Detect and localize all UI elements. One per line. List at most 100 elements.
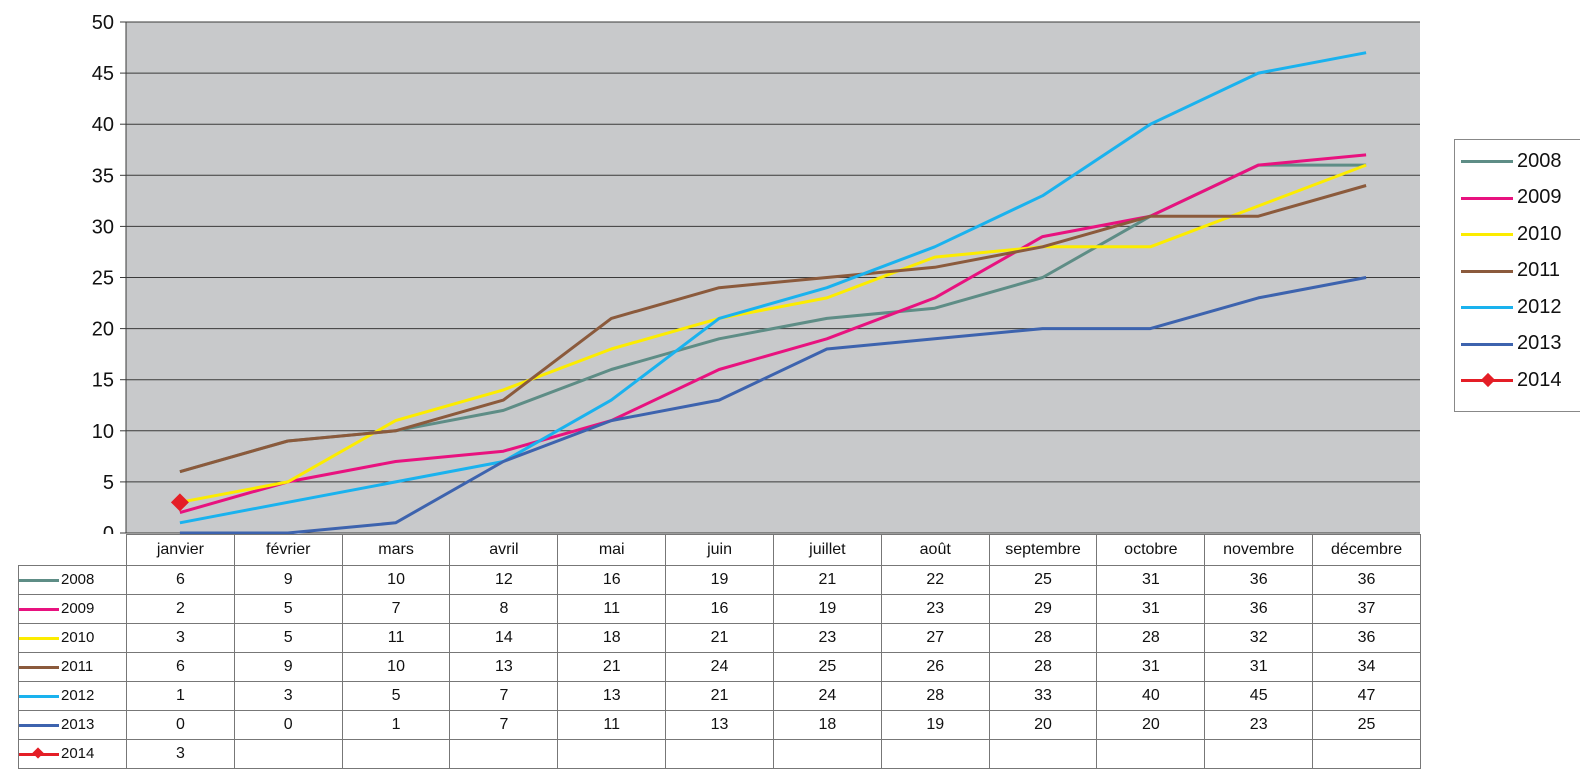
y-tick-label: 10 xyxy=(92,421,114,443)
data-label xyxy=(1204,739,1314,769)
legend-label: 2008 xyxy=(1517,149,1562,172)
data-label: 5 xyxy=(341,681,451,711)
legend-label: 2013 xyxy=(1517,332,1562,354)
x-tick-label: janvier xyxy=(126,534,235,566)
data-label: 11 xyxy=(557,594,667,624)
data-label: 31 xyxy=(1096,594,1206,624)
data-label: 36 xyxy=(1204,594,1314,624)
data-label: 31 xyxy=(1096,652,1206,682)
table-series-label: 2010 xyxy=(18,623,127,653)
data-label: 7 xyxy=(449,710,559,740)
data-label: 10 xyxy=(341,652,451,682)
legend-item-2008: 2008 xyxy=(1461,150,1562,172)
data-label: 36 xyxy=(1204,565,1314,595)
data-label: 28 xyxy=(988,652,1098,682)
data-label: 36 xyxy=(1312,565,1421,595)
table-row: 2010 3 5 11 14 18 21 23 27 28 28 32 36 xyxy=(18,623,1421,653)
data-label: 9 xyxy=(233,565,343,595)
data-label xyxy=(988,739,1098,769)
x-tick-label: juin xyxy=(665,534,774,566)
data-label xyxy=(880,739,990,769)
data-label: 3 xyxy=(126,623,235,653)
table-row: 2011 6 9 10 13 21 24 25 26 28 31 31 34 xyxy=(18,652,1421,682)
data-label: 13 xyxy=(665,710,774,740)
y-tick-label: 50 xyxy=(92,12,114,34)
y-tick-label: 30 xyxy=(92,216,114,238)
data-label: 14 xyxy=(449,623,559,653)
data-label: 5 xyxy=(233,623,343,653)
data-label: 21 xyxy=(772,565,882,595)
data-label: 16 xyxy=(557,565,667,595)
data-label: 10 xyxy=(341,565,451,595)
data-label: 37 xyxy=(1312,594,1421,624)
data-label: 9 xyxy=(233,652,343,682)
data-label: 45 xyxy=(1204,681,1314,711)
y-tick-label: 0 xyxy=(103,523,114,534)
data-label: 0 xyxy=(126,710,235,740)
legend-label: 2010 xyxy=(1517,222,1562,245)
data-label: 7 xyxy=(449,681,559,711)
data-label: 1 xyxy=(341,710,451,740)
data-label: 20 xyxy=(988,710,1098,740)
data-label: 31 xyxy=(1096,565,1206,595)
table-legend-swatch xyxy=(19,604,59,614)
table-legend-swatch xyxy=(19,662,59,672)
table-legend-swatch xyxy=(19,633,59,643)
data-label: 29 xyxy=(988,594,1098,624)
data-label: 21 xyxy=(665,623,774,653)
x-tick-label: février xyxy=(233,534,343,566)
table-legend-swatch xyxy=(19,691,59,701)
legend-item-2013: 2013 xyxy=(1461,332,1562,355)
legend-label: 2011 xyxy=(1517,259,1561,281)
data-label: 21 xyxy=(557,652,667,682)
y-tick-label: 35 xyxy=(92,165,114,187)
data-label: 1 xyxy=(126,681,235,711)
table-row: 2013 0 0 1 7 11 13 18 19 20 20 23 25 xyxy=(18,710,1421,740)
data-label: 27 xyxy=(880,623,990,653)
legend-item-2011: 2011 xyxy=(1461,259,1561,282)
y-tick-label: 45 xyxy=(92,63,114,85)
y-tick-label: 40 xyxy=(92,114,114,136)
data-label: 11 xyxy=(341,623,451,653)
gridlines xyxy=(126,21,1420,534)
line-chart: 0 5 10 15 20 25 30 35 40 45 50 xyxy=(92,12,1420,534)
data-label: 3 xyxy=(126,739,235,769)
legend-swatch xyxy=(1461,296,1515,318)
table-series-label: 2009 xyxy=(18,594,127,624)
data-label: 40 xyxy=(1096,681,1206,711)
data-label: 0 xyxy=(233,710,343,740)
data-label: 18 xyxy=(557,623,667,653)
series-line-2013 xyxy=(179,276,1367,534)
y-tick-label: 5 xyxy=(103,472,114,494)
data-label xyxy=(341,739,451,769)
table-series-label: 2011 xyxy=(18,652,127,682)
data-label: 13 xyxy=(449,652,559,682)
legend-swatch xyxy=(1461,333,1515,355)
data-label: 13 xyxy=(557,681,667,711)
data-label: 28 xyxy=(988,623,1098,653)
x-tick-label: avril xyxy=(449,534,559,566)
table-series-label: 2012 xyxy=(18,681,127,711)
series-lines xyxy=(170,51,1367,534)
x-tick-label: décembre xyxy=(1312,534,1421,566)
legend-item-2014: 2014 xyxy=(1461,369,1562,391)
table-series-label: 2014 xyxy=(18,739,127,769)
data-label: 19 xyxy=(665,565,774,595)
data-label: 33 xyxy=(988,681,1098,711)
table-series-label: 2008 xyxy=(18,565,127,595)
data-label: 11 xyxy=(557,710,667,740)
table-row: 2009 2 5 7 8 11 16 19 23 29 31 36 37 xyxy=(18,594,1421,624)
data-label: 31 xyxy=(1204,652,1314,682)
x-tick-label: octobre xyxy=(1096,534,1206,566)
table-row: 2008 6 9 10 12 16 19 21 22 25 31 36 36 xyxy=(18,565,1421,595)
data-label: 5 xyxy=(233,594,343,624)
data-label xyxy=(557,739,667,769)
data-point-2014 xyxy=(170,493,189,512)
data-label: 36 xyxy=(1312,623,1421,653)
data-label: 34 xyxy=(1312,652,1421,682)
data-label: 25 xyxy=(1312,710,1421,740)
data-label xyxy=(233,739,343,769)
data-label: 8 xyxy=(449,594,559,624)
legend-label: 2009 xyxy=(1517,186,1562,208)
legend-swatch xyxy=(1461,150,1515,172)
